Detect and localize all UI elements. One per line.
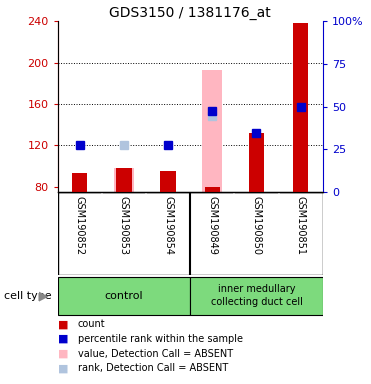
Title: GDS3150 / 1381176_at: GDS3150 / 1381176_at: [109, 6, 271, 20]
Text: GSM190852: GSM190852: [75, 196, 85, 255]
Text: GSM190850: GSM190850: [252, 196, 262, 255]
Bar: [58, 276, 190, 315]
Text: GSM190853: GSM190853: [119, 196, 129, 255]
Bar: [249, 133, 264, 192]
Bar: [116, 168, 132, 192]
Bar: [293, 23, 308, 192]
Bar: [72, 173, 87, 192]
Text: ■: ■: [58, 363, 68, 373]
Text: rank, Detection Call = ABSENT: rank, Detection Call = ABSENT: [78, 363, 228, 373]
Text: percentile rank within the sample: percentile rank within the sample: [78, 334, 243, 344]
Text: ▶: ▶: [39, 289, 49, 302]
Text: count: count: [78, 319, 105, 329]
Text: cell type: cell type: [4, 291, 51, 301]
Text: inner medullary
collecting duct cell: inner medullary collecting duct cell: [210, 285, 302, 307]
Bar: [204, 187, 220, 192]
Text: control: control: [105, 291, 143, 301]
Text: GSM190851: GSM190851: [296, 196, 306, 255]
Bar: [190, 276, 323, 315]
Text: GSM190854: GSM190854: [163, 196, 173, 255]
Bar: [160, 171, 176, 192]
Text: ■: ■: [58, 349, 68, 359]
Text: GSM190849: GSM190849: [207, 196, 217, 255]
Bar: [202, 70, 222, 192]
Bar: [114, 168, 134, 192]
Text: ■: ■: [58, 319, 68, 329]
Text: ■: ■: [58, 334, 68, 344]
Text: value, Detection Call = ABSENT: value, Detection Call = ABSENT: [78, 349, 233, 359]
